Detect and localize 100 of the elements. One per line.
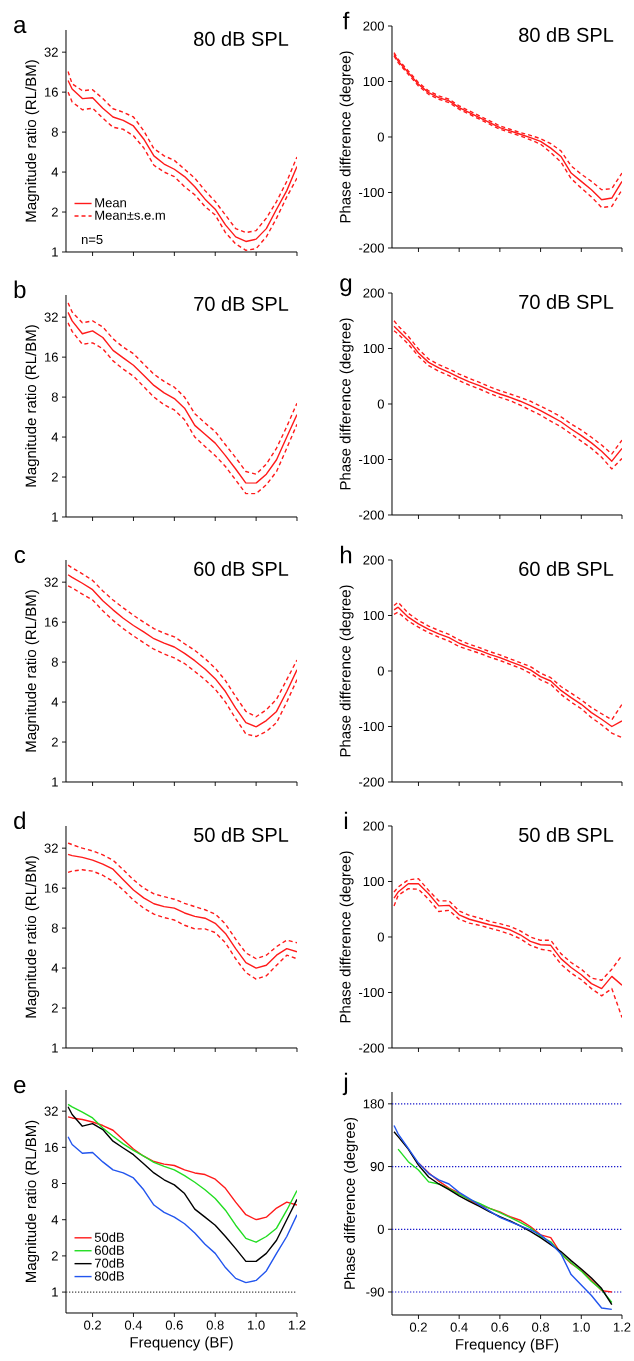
y-tick-label: 2 xyxy=(51,1003,58,1013)
chart-title: 80 dB SPL xyxy=(193,31,288,46)
chart-title: 70 dB SPL xyxy=(194,296,288,311)
y-axis-title: Magnitude ratio (RL/BM) xyxy=(24,856,39,1018)
y-tick-label: 4 xyxy=(51,963,58,973)
text: d xyxy=(13,811,25,830)
y-tick-label: 200 xyxy=(363,555,384,565)
x-tick-label: 0.8 xyxy=(206,1320,224,1330)
y-axis-title: Magnitude ratio (RL/BM) xyxy=(24,590,39,752)
y-tick-label: 100 xyxy=(363,343,384,354)
y-tick-label: 16 xyxy=(44,352,58,362)
y-tick-label: 1 xyxy=(52,247,58,257)
y-tick-label: -100 xyxy=(358,987,384,998)
y-axis-title: Phase difference (degree) xyxy=(339,51,354,223)
y-tick-label: 100 xyxy=(363,876,384,887)
y-tick-label: 8 xyxy=(51,127,58,137)
y-tick-label: -200 xyxy=(358,510,384,520)
x-tick-label: 0.6 xyxy=(491,1322,509,1332)
x-tick-label: 0.4 xyxy=(450,1322,468,1332)
chart-title: 80 dB SPL xyxy=(518,27,614,42)
y-tick-label: 0 xyxy=(377,399,384,409)
y-tick-label: 1 xyxy=(52,1043,58,1053)
x-tick-label: 1.2 xyxy=(613,1322,631,1332)
y-tick-label: 200 xyxy=(363,288,384,298)
text: h xyxy=(340,545,351,564)
x-tick-label: 0.6 xyxy=(165,1320,183,1330)
y-tick-label: 32 xyxy=(44,1106,58,1116)
text: e xyxy=(13,1080,26,1094)
legend-label: 70dB xyxy=(94,1258,124,1268)
y-tick-label: 90 xyxy=(370,1161,384,1172)
y-tick-label: -100 xyxy=(358,721,384,732)
y-tick-label: 2 xyxy=(51,737,58,747)
text: j xyxy=(342,1072,347,1096)
legend-label: 80dB xyxy=(94,1271,124,1281)
text: a xyxy=(13,19,27,34)
y-tick-label: 16 xyxy=(44,1142,58,1152)
legend-label: 60dB xyxy=(94,1245,124,1255)
annotation: n=5 xyxy=(81,234,103,245)
y-tick-label: 0 xyxy=(377,932,384,942)
y-tick-label: -200 xyxy=(358,1043,384,1053)
x-tick-label: 0.8 xyxy=(531,1322,549,1332)
chart-title: 60 dB SPL xyxy=(194,561,288,576)
y-tick-label: 8 xyxy=(51,923,58,933)
y-tick-label: -100 xyxy=(358,187,384,198)
x-tick-label: 0.2 xyxy=(409,1322,427,1332)
y-tick-label: 0 xyxy=(377,1224,384,1234)
y-tick-label: 0 xyxy=(377,666,384,676)
y-tick-label: 16 xyxy=(44,883,58,893)
legend-label: Mean xyxy=(95,198,126,208)
y-tick-label: 100 xyxy=(363,610,384,621)
y-tick-label: 16 xyxy=(44,87,58,97)
y-axis-title: Phase difference (degree) xyxy=(339,585,354,757)
text: f xyxy=(342,11,350,30)
y-tick-label: 0 xyxy=(377,132,384,142)
x-tick-label: 1.0 xyxy=(573,1322,590,1332)
y-tick-label: 4 xyxy=(51,1215,58,1225)
y-tick-label: 32 xyxy=(44,843,58,853)
y-tick-label: 100 xyxy=(363,76,384,87)
y-tick-label: 1 xyxy=(52,777,58,787)
text: b xyxy=(14,280,26,299)
y-tick-label: 32 xyxy=(44,312,58,322)
y-tick-label: 8 xyxy=(51,1178,58,1189)
y-tick-label: -200 xyxy=(358,777,384,787)
legend-label: Mean±s.e.m xyxy=(95,210,165,220)
y-tick-label: 200 xyxy=(363,821,384,831)
text: i xyxy=(344,811,347,830)
y-tick-label: 4 xyxy=(51,697,58,707)
y-axis-title: Magnitude ratio (RL/BM) xyxy=(24,60,39,222)
y-tick-label: 200 xyxy=(363,21,384,31)
x-tick-label: 1.2 xyxy=(288,1320,306,1330)
x-tick-label: 0.4 xyxy=(124,1320,142,1330)
y-tick-label: -90 xyxy=(366,1287,384,1297)
chart-title: 60 dB SPL xyxy=(519,561,614,576)
y-axis-title: Magnitude ratio (RL/BM) xyxy=(24,325,39,487)
y-tick-label: 1 xyxy=(52,1287,58,1297)
y-tick-label: 2 xyxy=(51,1251,58,1261)
x-tick-label: 0.2 xyxy=(83,1320,101,1330)
y-tick-label: 8 xyxy=(51,392,58,402)
y-tick-label: 4 xyxy=(51,167,58,177)
x-tick-label: 1.0 xyxy=(247,1320,265,1330)
chart-title: 70 dB SPL xyxy=(519,294,614,309)
y-tick-label: -100 xyxy=(358,454,384,465)
chart-title: 50 dB SPL xyxy=(518,827,614,842)
x-axis-title: Frequency (BF) xyxy=(455,1338,558,1353)
y-tick-label: 8 xyxy=(51,657,58,667)
text: c xyxy=(14,549,25,564)
chart-title: 50 dB SPL xyxy=(193,827,288,842)
y-axis-title: Magnitude ratio (RL/BM) xyxy=(24,1120,39,1282)
y-tick-label: 2 xyxy=(51,472,58,482)
y-tick-label: 180 xyxy=(363,1099,384,1109)
legend-label: 50dB xyxy=(94,1232,124,1242)
text: g xyxy=(340,278,351,297)
x-axis-title: Frequency (BF) xyxy=(130,1336,233,1351)
y-tick-label: 2 xyxy=(51,207,58,217)
y-tick-label: 1 xyxy=(52,512,58,522)
y-tick-label: 32 xyxy=(44,47,58,57)
y-axis-title: Phase difference (degree) xyxy=(339,851,354,1023)
y-axis-title: Phase difference (degree) xyxy=(343,1117,358,1289)
y-tick-label: -200 xyxy=(358,243,384,253)
y-axis-title: Phase difference (degree) xyxy=(339,318,354,490)
